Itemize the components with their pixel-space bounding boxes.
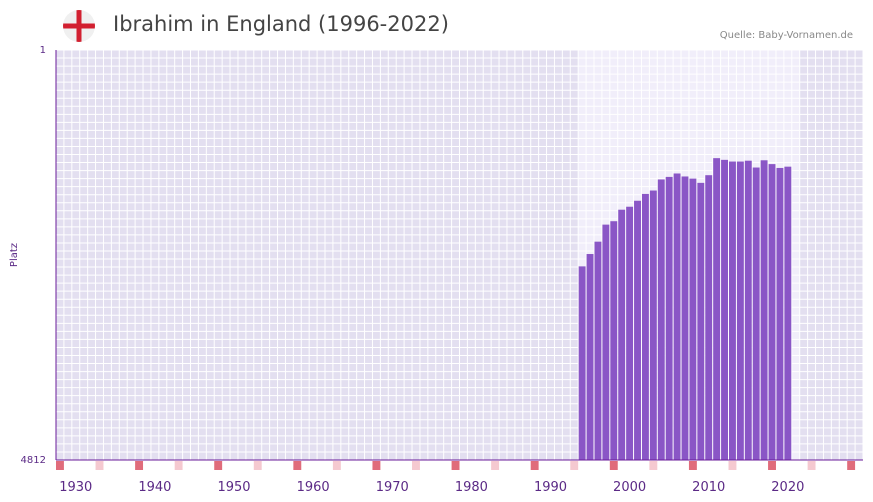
- bar-1996: [594, 241, 602, 460]
- source-label: Quelle: Baby-Vornamen.de: [719, 30, 853, 41]
- decade-marker-1968: [372, 461, 381, 470]
- bar-2002: [641, 193, 649, 460]
- decade-marker-1958: [293, 461, 302, 470]
- x-tick-1990: 1990: [534, 480, 567, 495]
- decade-marker-1928: [56, 461, 64, 470]
- decade-marker-2013: [728, 461, 737, 470]
- decade-marker-1988: [530, 461, 539, 470]
- x-tick-1940: 1940: [138, 480, 171, 495]
- decade-marker-2003: [649, 461, 658, 470]
- bar-2003: [649, 190, 657, 460]
- bar-2005: [665, 176, 673, 460]
- x-tick-1970: 1970: [376, 480, 409, 495]
- decade-marker-1953: [253, 461, 262, 470]
- x-tick-labels: 1930 1940 1950 1960 1970 1980 1990 2000 2010 2020: [59, 480, 804, 495]
- x-tick-1960: 1960: [297, 480, 330, 495]
- bar-1998: [610, 221, 618, 460]
- bar-2015: [744, 160, 752, 460]
- bar-2000: [626, 206, 634, 460]
- decade-marker-1943: [174, 461, 183, 470]
- decade-marker-1933: [95, 461, 104, 470]
- bar-2007: [681, 176, 689, 460]
- decade-marker-1998: [609, 461, 618, 470]
- bar-2009: [697, 182, 705, 460]
- bar-2004: [657, 179, 665, 460]
- bar-2017: [760, 160, 768, 461]
- bar-2001: [634, 200, 641, 460]
- x-tick-1980: 1980: [455, 480, 488, 495]
- bar-2018: [768, 164, 776, 461]
- bar-1994: [578, 266, 586, 460]
- bar-2014: [736, 161, 744, 461]
- decade-markers: [56, 461, 856, 470]
- bar-2010: [705, 175, 713, 460]
- decade-marker-2023: [807, 461, 816, 470]
- decade-marker-1963: [332, 461, 341, 470]
- x-tick-1950: 1950: [217, 480, 250, 495]
- bar-1997: [602, 224, 610, 460]
- bar-2020: [784, 166, 792, 461]
- decade-marker-2008: [688, 461, 697, 470]
- decade-marker-1973: [412, 461, 420, 470]
- decade-marker-1938: [135, 461, 144, 470]
- y-axis-label: Platz: [9, 243, 20, 267]
- x-tick-1930: 1930: [59, 480, 92, 495]
- bar-2008: [689, 178, 697, 460]
- bar-1995: [586, 254, 594, 460]
- decade-marker-1983: [491, 461, 500, 470]
- bar-2011: [713, 158, 721, 460]
- bar-2012: [721, 159, 728, 460]
- decade-marker-2028: [847, 461, 856, 470]
- bar-2013: [729, 161, 736, 461]
- x-tick-2020: 2020: [771, 480, 804, 495]
- england-flag-icon: [63, 10, 95, 42]
- bar-2016: [752, 167, 760, 460]
- bar-2006: [673, 173, 681, 460]
- y-tick-bottom: 4812: [21, 455, 46, 466]
- y-tick-top: 1: [40, 45, 46, 56]
- x-tick-2000: 2000: [613, 480, 646, 495]
- chart-title: Ibrahim in England (1996-2022): [113, 12, 449, 36]
- bar-1999: [618, 209, 626, 460]
- decade-marker-1978: [451, 461, 460, 470]
- decade-marker-1948: [214, 461, 223, 470]
- decade-marker-1993: [570, 461, 579, 470]
- bars: [578, 158, 792, 461]
- bar-2019: [776, 167, 784, 461]
- x-tick-2010: 2010: [692, 480, 725, 495]
- grid: [55, 49, 864, 461]
- decade-marker-2018: [768, 461, 776, 470]
